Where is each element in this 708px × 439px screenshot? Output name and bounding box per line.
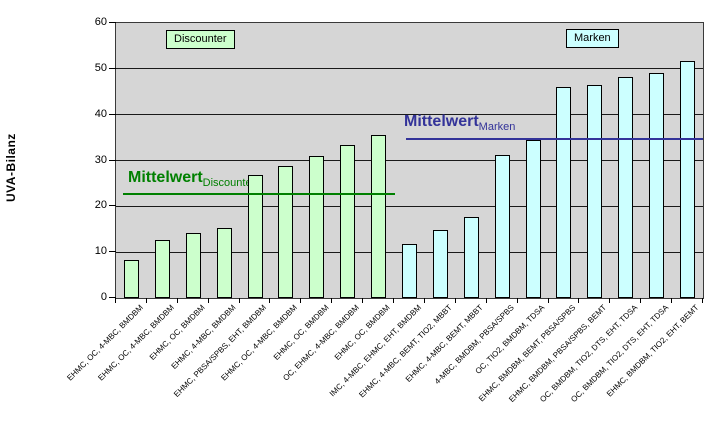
bar-15-marken bbox=[556, 86, 572, 298]
bar-19-marken bbox=[680, 60, 696, 298]
bar-16-marken bbox=[587, 85, 603, 298]
bar-18-marken bbox=[649, 72, 665, 298]
gridline-y-20 bbox=[116, 205, 703, 207]
plot-area: MittelwertDiscounter MittelwertMarken Di… bbox=[115, 22, 704, 299]
bar-10-marken bbox=[402, 243, 417, 298]
gridline-y-40 bbox=[116, 114, 703, 116]
x-tick-mark-18 bbox=[671, 298, 673, 303]
mean-line-marken bbox=[405, 137, 703, 140]
mean-label-marken-main: Mittelwert bbox=[404, 113, 479, 130]
x-category-label-text: EHMC, OC, BMDBM bbox=[333, 303, 392, 362]
bar-9-discounter bbox=[371, 134, 387, 298]
mean-label-discounter: MittelwertDiscounter bbox=[128, 169, 255, 189]
y-tick-label-50: 50 bbox=[94, 61, 107, 74]
y-tick-label-60: 60 bbox=[94, 16, 107, 28]
x-tick-mark-19 bbox=[702, 298, 703, 303]
bar-11-marken bbox=[432, 230, 448, 298]
y-tick-mark-0 bbox=[109, 297, 116, 298]
x-tick-mark-1 bbox=[145, 298, 147, 303]
bar-8-discounter bbox=[340, 144, 356, 298]
x-tick-mark-4 bbox=[238, 298, 240, 303]
y-tick-label-30: 30 bbox=[94, 153, 107, 166]
mean-line-discounter bbox=[123, 193, 395, 196]
y-tick-label-10: 10 bbox=[94, 245, 107, 258]
bar-12-marken bbox=[463, 217, 479, 298]
y-tick-label-0: 0 bbox=[100, 291, 107, 303]
x-tick-mark-11 bbox=[454, 298, 456, 303]
legend-box-discounter: Discounter bbox=[166, 30, 235, 49]
bar-13-marken bbox=[494, 155, 510, 298]
mean-label-discounter-sub: Discounter bbox=[202, 177, 256, 190]
x-tick-mark-15 bbox=[578, 298, 580, 303]
x-category-label-text: EHMC, OC, BMDBM bbox=[271, 303, 331, 362]
y-tick-mark-10 bbox=[109, 251, 116, 253]
bar-5-discounter bbox=[247, 175, 263, 298]
x-tick-mark-13 bbox=[516, 298, 518, 303]
bar-14-marken bbox=[525, 140, 541, 298]
bar-17-marken bbox=[618, 76, 634, 298]
y-tick-mark-20 bbox=[109, 205, 116, 207]
bar-6-discounter bbox=[278, 165, 294, 298]
mean-label-marken: MittelwertMarken bbox=[404, 113, 515, 133]
y-axis-title: UVA-Bilanz bbox=[4, 133, 18, 203]
x-tick-mark-10 bbox=[423, 298, 425, 303]
bar-4-discounter bbox=[216, 227, 232, 298]
bar-7-discounter bbox=[309, 155, 325, 298]
x-tick-mark-2 bbox=[176, 298, 178, 303]
mean-label-marken-sub: Marken bbox=[478, 121, 516, 134]
x-tick-mark-9 bbox=[393, 298, 395, 303]
x-tick-mark-3 bbox=[207, 298, 209, 303]
bar-1-discounter bbox=[123, 259, 139, 298]
x-tick-mark-8 bbox=[362, 298, 364, 303]
x-tick-mark-7 bbox=[331, 298, 333, 303]
y-tick-mark-50 bbox=[109, 67, 116, 69]
y-tick-mark-60 bbox=[109, 22, 116, 23]
y-tick-label-20: 20 bbox=[94, 199, 107, 212]
x-tick-mark-16 bbox=[609, 298, 611, 303]
mean-label-discounter-main: Mittelwert bbox=[128, 169, 203, 186]
y-tick-mark-30 bbox=[109, 159, 116, 161]
x-tick-mark-5 bbox=[269, 298, 271, 303]
x-tick-mark-17 bbox=[640, 298, 642, 303]
bar-2-discounter bbox=[154, 240, 170, 298]
y-tick-mark-40 bbox=[109, 113, 116, 115]
y-tick-label-40: 40 bbox=[94, 107, 107, 120]
x-tick-mark-14 bbox=[547, 298, 549, 303]
gridline-y-30 bbox=[116, 160, 703, 161]
x-tick-mark-6 bbox=[300, 298, 302, 303]
x-category-label-text: EHMC, OC, BMDBM bbox=[147, 303, 207, 362]
legend-box-marken: Marken bbox=[566, 29, 619, 48]
x-tick-mark-12 bbox=[485, 298, 487, 303]
gridline-y-50 bbox=[116, 68, 703, 70]
x-tick-mark-0 bbox=[115, 298, 116, 303]
bar-3-discounter bbox=[185, 232, 201, 298]
